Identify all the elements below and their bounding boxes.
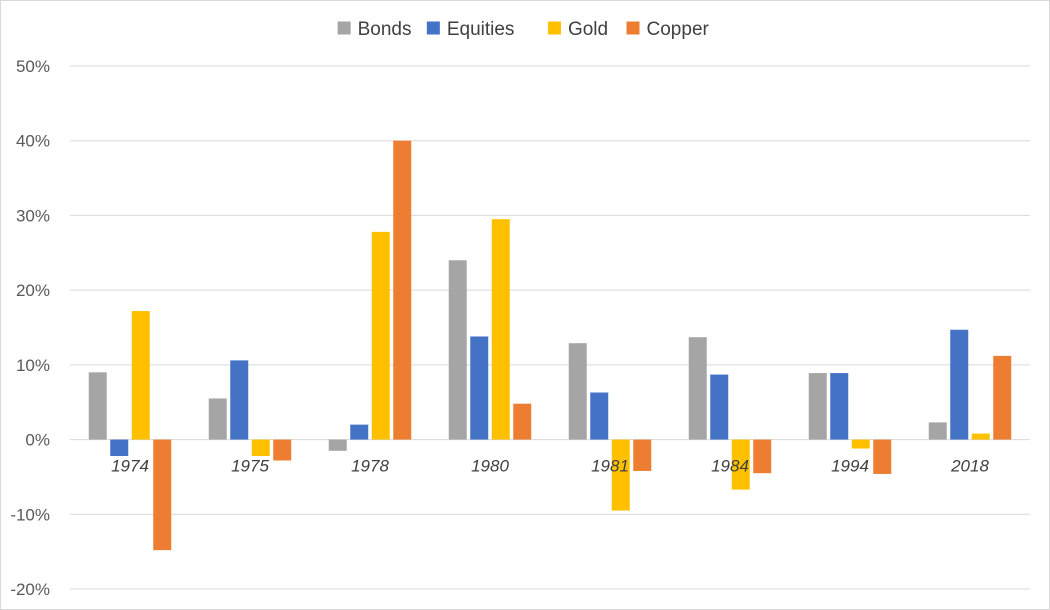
y-tick-label: 0% [25, 431, 50, 450]
bar-copper-2018 [993, 355, 1012, 440]
legend-label-equities: Equities [447, 19, 515, 40]
legend-label-copper: Copper [647, 19, 710, 40]
bar-bonds-1975 [208, 398, 227, 440]
bar-equities-1974 [110, 439, 129, 457]
bar-equities-1994 [830, 373, 849, 440]
bar-gold-1980 [491, 219, 510, 440]
y-tick-label: 10% [16, 356, 50, 375]
bar-copper-1984 [753, 439, 772, 474]
x-axis-labels: 1974 1975 1978 1980 1981 1984 1994 2018 [111, 457, 989, 476]
bar-gold-1994 [851, 439, 870, 449]
bar-equities-1980 [470, 336, 489, 440]
bar-gold-1984 [731, 439, 750, 490]
bar-copper-1981 [633, 439, 652, 471]
bar-bonds-2018 [928, 422, 947, 440]
bar-copper-1975 [273, 439, 292, 461]
bar-copper-1980 [513, 403, 532, 440]
bar-copper-1994 [873, 439, 892, 474]
bar-gold-2018 [971, 433, 990, 440]
y-tick-label: 20% [16, 281, 50, 300]
bar-bonds-1978 [328, 439, 347, 451]
y-tick-label: 50% [16, 57, 50, 76]
bar-bonds-1980 [448, 260, 467, 440]
bar-equities-1978 [350, 424, 369, 440]
legend-swatch-equities [426, 21, 440, 35]
gridlines [70, 65, 1030, 590]
x-category-label: 1978 [351, 457, 389, 476]
bar-bonds-1984 [688, 337, 707, 440]
legend-swatch-bonds [337, 21, 351, 35]
bar-copper-1974 [153, 439, 172, 551]
y-tick-label: -10% [10, 505, 50, 524]
x-category-label: 2018 [950, 457, 989, 476]
bar-equities-2018 [950, 329, 969, 440]
x-category-label: 1981 [591, 457, 629, 476]
legend-label-bonds: Bonds [358, 19, 412, 40]
bar-gold-1978 [371, 231, 390, 440]
bar-copper-1978 [393, 140, 412, 440]
x-category-label: 1980 [471, 457, 509, 476]
bar-bonds-1974 [88, 372, 107, 440]
x-category-label: 1975 [231, 457, 269, 476]
bar-gold-1975 [251, 439, 270, 457]
x-category-label: 1974 [111, 457, 149, 476]
y-tick-label: 40% [16, 132, 50, 151]
bar-equities-1984 [710, 374, 729, 440]
bar-series [88, 140, 1012, 551]
bar-bonds-1994 [808, 373, 827, 440]
x-category-label: 1994 [831, 457, 869, 476]
legend-swatch-copper [626, 21, 640, 35]
x-category-label: 1984 [711, 457, 749, 476]
bar-gold-1974 [131, 311, 150, 440]
y-tick-label: 30% [16, 206, 50, 225]
legend: Bonds Equities Gold Copper [337, 19, 710, 40]
bar-equities-1975 [230, 360, 249, 440]
bar-bonds-1981 [568, 343, 587, 440]
bar-equities-1981 [590, 392, 609, 440]
legend-swatch-gold [547, 21, 561, 35]
bar-gold-1981 [611, 439, 630, 511]
y-axis-labels: 50% 40% 30% 20% 10% 0% -10% -20% [10, 57, 50, 599]
legend-label-gold: Gold [568, 19, 608, 40]
y-tick-label: -20% [10, 580, 50, 599]
